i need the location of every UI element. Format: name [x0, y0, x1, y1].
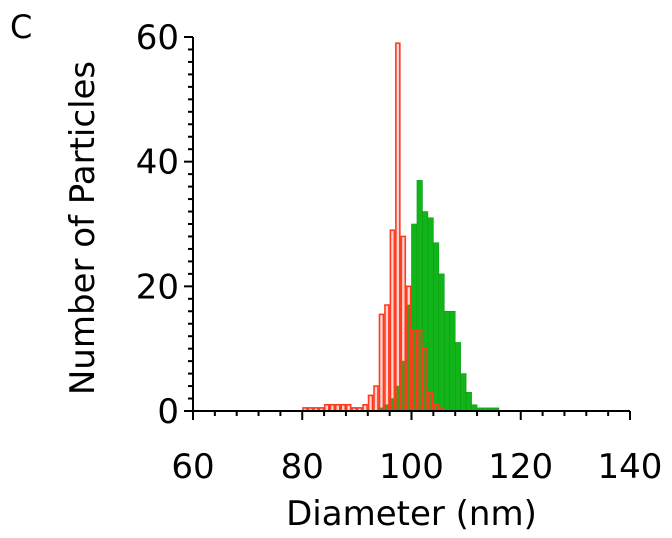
y-tick-label: 20 — [136, 267, 179, 307]
y-tick-label: 60 — [136, 18, 179, 58]
x-tick-label: 100 — [379, 447, 444, 487]
red-bar — [422, 347, 428, 412]
x-axis-tick-labels: 60 80 100 120 140 — [171, 447, 662, 487]
red-bar — [389, 229, 396, 412]
red-bar — [373, 385, 379, 412]
red-bar — [427, 391, 434, 412]
red-bar — [416, 329, 423, 412]
x-axis-ticks — [192, 411, 631, 420]
y-axis-ticks — [184, 36, 193, 412]
green-bar — [438, 273, 445, 412]
panel-letter: C — [10, 8, 32, 46]
green-bar — [443, 310, 451, 412]
green-bar — [433, 242, 440, 412]
x-axis-title: Diameter (nm) — [286, 494, 537, 534]
green-bar — [449, 310, 456, 412]
green-bar — [460, 373, 467, 412]
red-bar — [395, 42, 401, 412]
red-bar — [378, 313, 385, 412]
red-bar — [384, 304, 390, 412]
x-tick-label: 60 — [171, 447, 214, 487]
x-tick-label: 140 — [598, 447, 663, 487]
green-series-bars — [378, 180, 500, 412]
y-axis-title: Number of Particles — [63, 61, 103, 395]
y-tick-label: 0 — [157, 392, 179, 432]
green-bar — [427, 217, 434, 412]
y-axis-tick-labels: 0 20 40 60 — [136, 18, 179, 432]
red-bar — [405, 285, 412, 412]
green-bar — [454, 342, 461, 412]
red-bar — [400, 235, 407, 412]
green-bar — [465, 391, 472, 412]
x-tick-label: 120 — [488, 447, 553, 487]
y-tick-label: 40 — [136, 143, 179, 183]
x-tick-label: 80 — [281, 447, 324, 487]
red-bar — [367, 394, 374, 412]
red-bar — [411, 329, 418, 412]
